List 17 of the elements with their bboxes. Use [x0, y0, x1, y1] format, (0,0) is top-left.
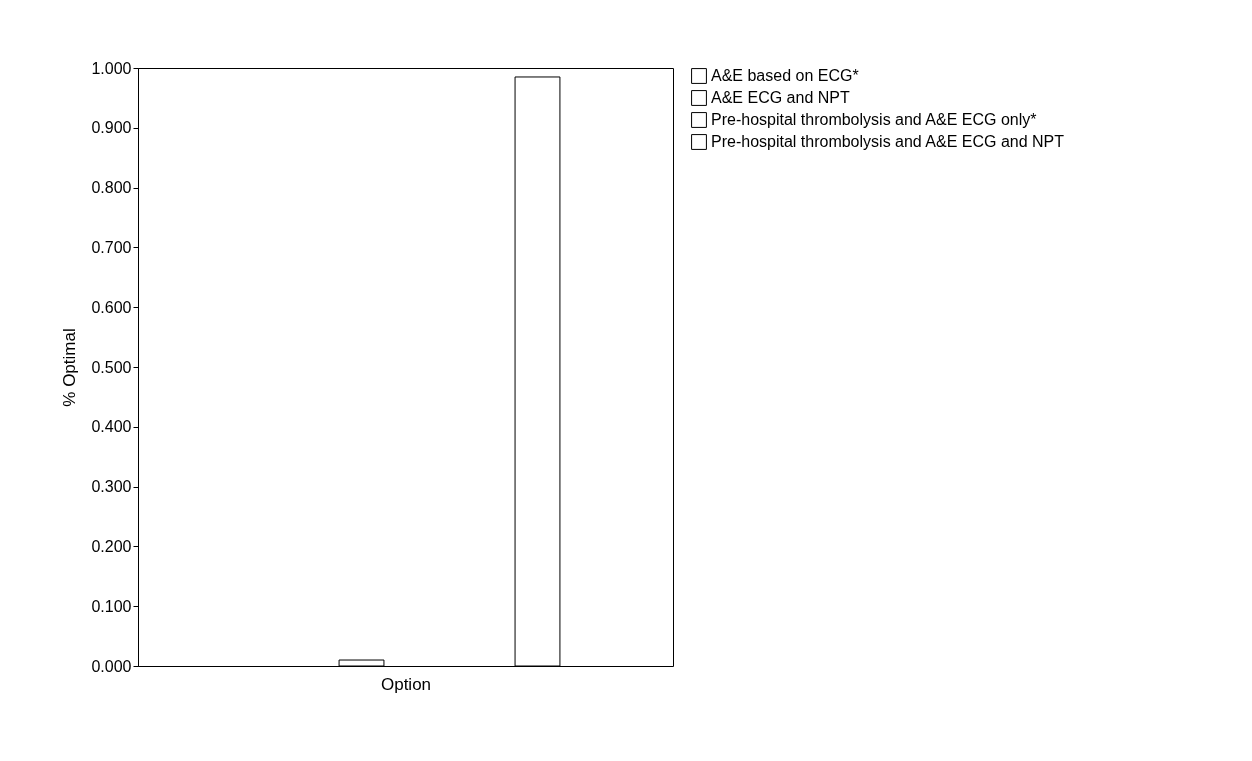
- y-tick-label: 0.100: [91, 597, 132, 615]
- y-tick-label: 0.500: [91, 358, 132, 376]
- legend-label: Pre-hospital thrombolysis and A&E ECG only*: [711, 111, 1037, 128]
- y-tick-label: 0.400: [91, 418, 132, 436]
- y-tick-label: 0.200: [91, 537, 132, 555]
- x-axis-title: Option: [380, 674, 432, 694]
- y-tick-label: 0.900: [91, 119, 132, 137]
- y-tick-label: 0.600: [91, 298, 132, 316]
- y-tick-label: 0.000: [91, 657, 132, 675]
- y-tick-label: 0.300: [91, 478, 132, 496]
- y-tick-label: 0.800: [91, 179, 132, 197]
- legend-label: A&E ECG and NPT: [711, 89, 850, 106]
- y-axis-title: % Optimal: [60, 328, 80, 407]
- legend-label: Pre-hospital thrombolysis and A&E ECG and NPT: [711, 133, 1065, 150]
- y-tick-label: 1.000: [91, 59, 132, 77]
- y-tick-label: 0.700: [91, 238, 132, 256]
- legend-label: A&E based on ECG*: [711, 67, 859, 84]
